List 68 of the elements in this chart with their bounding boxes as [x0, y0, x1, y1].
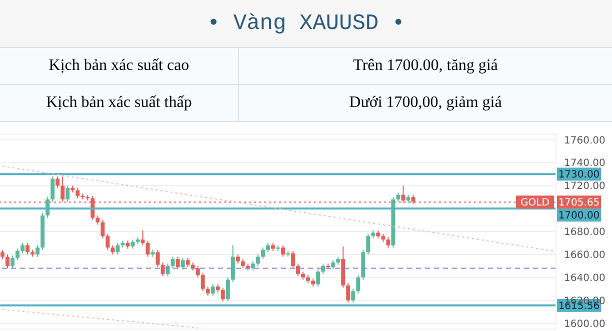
- candlestick: [346, 282, 350, 304]
- candlestick: [0, 249, 4, 260]
- annotation: GOLD: [520, 198, 550, 209]
- candlestick: [146, 240, 150, 258]
- candlestick: [140, 230, 145, 246]
- candlestick: [240, 258, 245, 269]
- chart-title: • Vàng XAUUSD •: [0, 0, 612, 47]
- candlestick: [291, 250, 296, 269]
- candlestick: [176, 256, 180, 270]
- candlestick: [316, 268, 320, 288]
- y-tick-label: 1600.00: [564, 318, 606, 330]
- candlestick: [200, 272, 205, 292]
- candlestick: [76, 187, 80, 199]
- candlestick: [266, 242, 270, 253]
- candlestick: [66, 185, 70, 202]
- candlestick: [60, 176, 65, 202]
- y-tick-label: 1720.00: [564, 181, 606, 192]
- candlestick: [396, 192, 400, 202]
- candlestick: [160, 262, 165, 277]
- candlestick: [366, 233, 370, 255]
- candlestick: [206, 286, 210, 296]
- y-tick-label: 1740.00: [564, 158, 606, 170]
- candlestick: [250, 260, 255, 271]
- candlestick: [180, 257, 185, 270]
- ref-line-label: 1700.00: [558, 210, 600, 222]
- candlestick: [116, 242, 120, 255]
- candlestick: [96, 214, 100, 226]
- candlestick: [281, 244, 286, 258]
- candlestick: [321, 263, 326, 274]
- candlestick: [256, 254, 260, 266]
- candlestick: [356, 274, 360, 294]
- candlestick: [331, 260, 336, 270]
- candlestick: [230, 244, 235, 282]
- text: Kịch bản xác suất thấp: [0, 84, 238, 122]
- y-tick-label: 1640.00: [564, 272, 606, 284]
- candlestick: [226, 276, 230, 302]
- candlestick: [130, 239, 135, 250]
- candlestick: [50, 176, 55, 202]
- candlestick: [26, 242, 30, 255]
- candlestick: [156, 249, 160, 268]
- candlestick: [386, 236, 390, 248]
- candlestick: [100, 220, 105, 239]
- candlestick: [10, 255, 15, 269]
- candlestick: [260, 247, 265, 260]
- candlestick: [36, 244, 40, 258]
- candlestick: [170, 256, 175, 269]
- candlestick: [186, 257, 190, 268]
- y-tick-label: 1760.00: [564, 135, 606, 146]
- candlestick: [106, 233, 110, 250]
- candlestick: [6, 254, 10, 269]
- candlestick: [110, 244, 115, 255]
- candlestick: [196, 265, 200, 278]
- y-tick-label: 1680.00: [564, 227, 606, 238]
- candlestick: [220, 287, 225, 302]
- text: Dưới 1700,00, giảm giá: [238, 84, 612, 122]
- y-tick-label: 1660.00: [564, 250, 606, 261]
- ref-line-label: 1705.65: [558, 198, 600, 209]
- candlestick: [236, 254, 240, 264]
- ref-line-label: 1730.00: [558, 170, 600, 181]
- candlestick: [166, 263, 170, 277]
- candlestick: [210, 284, 215, 296]
- candlestick: [296, 263, 300, 277]
- text: Trên 1700.00, tăng giá: [238, 48, 612, 84]
- candlestick: [351, 288, 356, 304]
- candlestick: [16, 248, 20, 261]
- candlestick: [56, 176, 60, 188]
- text: Kịch bản xác suất cao: [0, 48, 238, 84]
- candlestick: [20, 242, 25, 254]
